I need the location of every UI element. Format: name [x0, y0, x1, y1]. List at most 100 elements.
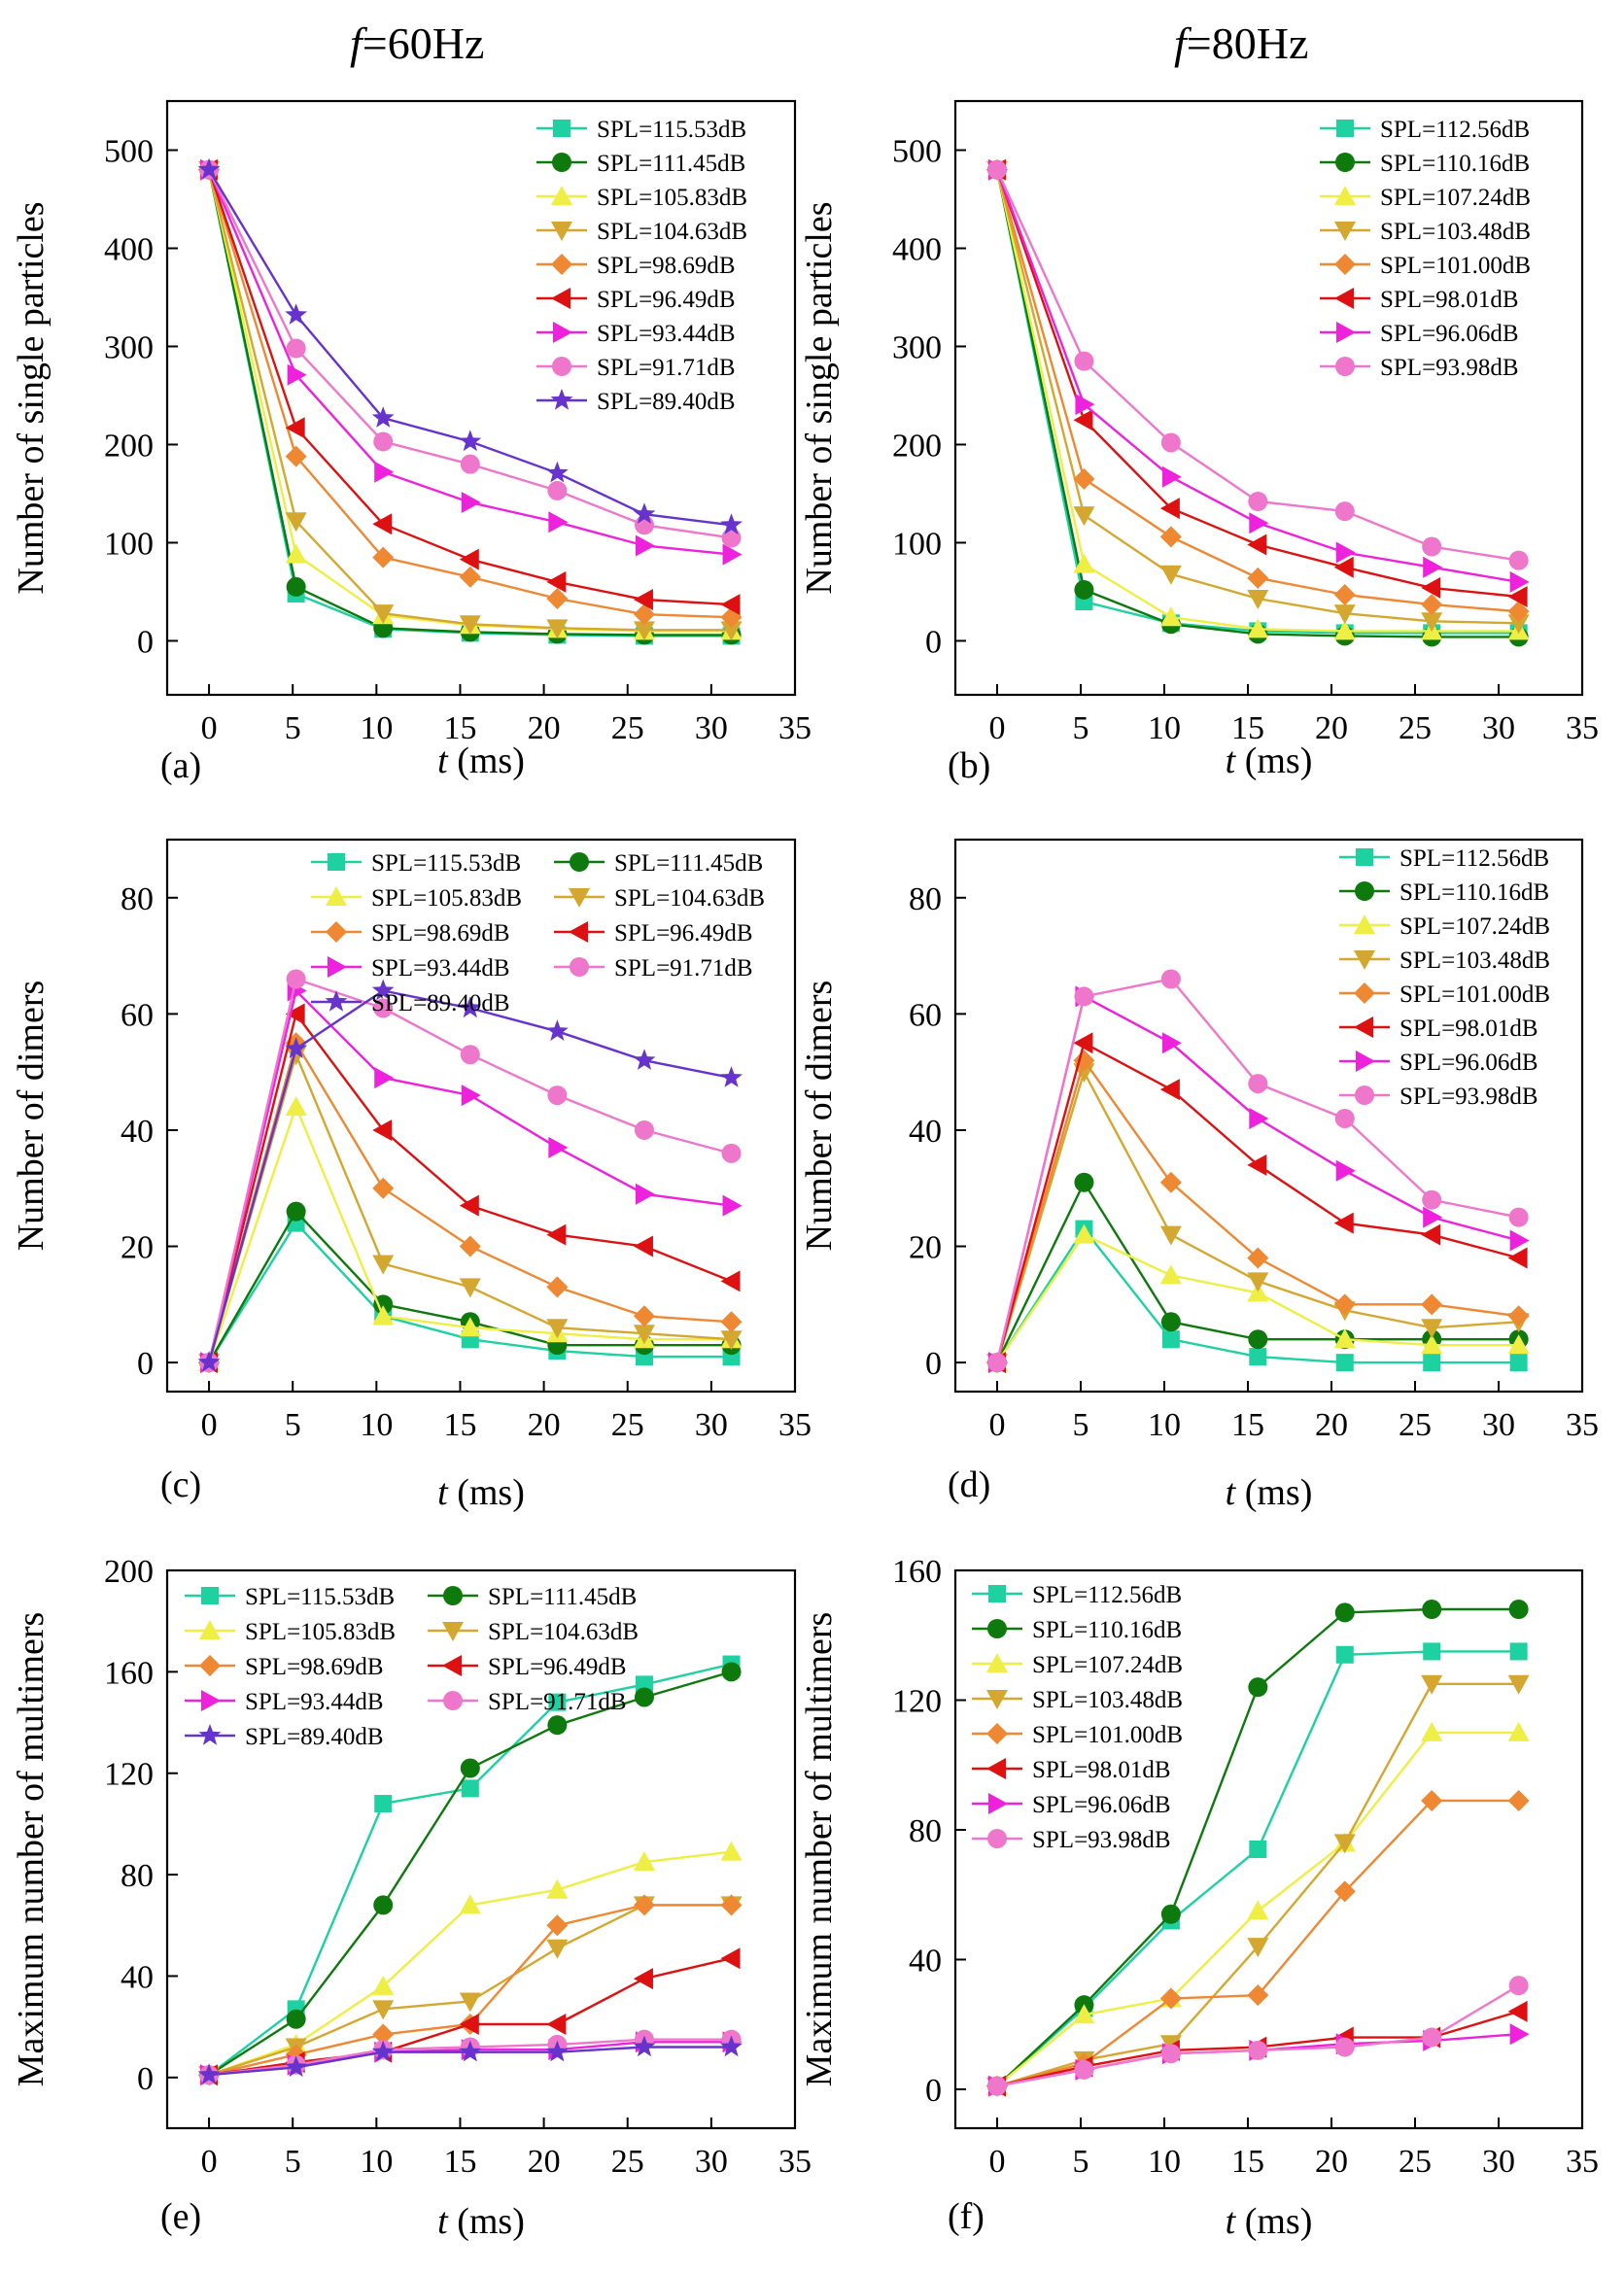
data-point [720, 1894, 743, 1916]
x-tick-label: 10 [360, 1407, 393, 1443]
x-tick-label: 20 [528, 1407, 561, 1443]
data-point [373, 1294, 394, 1315]
data-point [372, 1305, 395, 1326]
data-point [1074, 2059, 1094, 2080]
x-tick-label: 15 [1231, 2144, 1264, 2180]
data-point [1074, 579, 1094, 600]
legend-label: SPL=115.53dB [371, 850, 521, 877]
legend-label: SPL=101.00dB [1399, 982, 1550, 1008]
data-point [1249, 1841, 1267, 1858]
y-tick-label: 300 [104, 329, 154, 365]
y-tick-label: 80 [121, 881, 154, 917]
data-point [197, 2063, 221, 2084]
data-point [1247, 1900, 1269, 1920]
data-point [546, 1276, 569, 1298]
data-point [373, 431, 394, 452]
data-point [1335, 1159, 1356, 1182]
data-point [1507, 1247, 1528, 1269]
x-tick-label: 20 [1315, 2144, 1348, 2180]
data-point [1423, 1354, 1441, 1372]
data-point [286, 969, 306, 989]
data-point [1509, 570, 1530, 593]
y-tick-label: 160 [104, 1655, 154, 1691]
data-point [634, 1119, 654, 1140]
data-point [1161, 1032, 1182, 1054]
legend-marker [442, 1655, 462, 1676]
data-point [372, 1975, 395, 1995]
y-tick-label: 500 [892, 133, 942, 169]
data-point [1333, 1834, 1356, 1854]
data-point [720, 1311, 743, 1333]
legend-label: SPL=93.98dB [1380, 355, 1519, 381]
data-point [459, 1278, 481, 1298]
legend-label: SPL=112.56dB [1380, 117, 1530, 143]
plot-frame [953, 838, 1584, 1394]
legend-marker [552, 153, 571, 172]
legend-marker [551, 254, 572, 275]
legend-marker [986, 1653, 1008, 1672]
data-point [285, 303, 308, 325]
data-point [1507, 1674, 1530, 1695]
legend-marker [1334, 222, 1356, 241]
data-point [1073, 2004, 1095, 2024]
legend-label: SPL=96.06dB [1032, 1792, 1171, 1818]
data-point [721, 1143, 742, 1163]
y-tick-label: 80 [121, 1858, 154, 1894]
data-point [633, 2035, 656, 2057]
x-tick-label: 5 [285, 1407, 301, 1443]
data-point [1159, 1171, 1182, 1193]
x-tick-label: 10 [1148, 710, 1181, 746]
data-point [1248, 1329, 1268, 1350]
data-point [371, 406, 395, 428]
data-point [1249, 1348, 1267, 1366]
data-point [1422, 1600, 1442, 1620]
data-point [1422, 1189, 1442, 1210]
data-point [285, 445, 307, 467]
legend-marker [442, 1622, 464, 1641]
legend-marker [1335, 357, 1355, 376]
chart-panel-f: 0 5 10 15 20 25 30 35 0 40 80 120 160 t (ms) Maximum n… [799, 1554, 1599, 2242]
data-point [1160, 1312, 1181, 1332]
data-point [1507, 1305, 1530, 1327]
data-point [459, 1992, 481, 2013]
data-point [1508, 1600, 1529, 1620]
data-point [286, 576, 306, 597]
data-point [461, 1779, 479, 1798]
data-point [459, 430, 482, 452]
data-point [1247, 1984, 1269, 2007]
chart-panel-a: 0 5 10 15 20 25 30 35 0 100 200 300 400 500 t (ms) Numb… [11, 99, 812, 786]
y-tick-label: 300 [892, 329, 942, 365]
data-point [1247, 567, 1269, 589]
plot-frame [953, 99, 1584, 697]
data-point [372, 2023, 395, 2046]
legend-marker [988, 1793, 1008, 1814]
data-point [372, 1255, 395, 1275]
x-tick-label: 35 [1566, 710, 1599, 746]
legend-label: SPL=98.01dB [1380, 287, 1519, 313]
x-tick-label: 35 [778, 710, 812, 746]
data-point [1421, 594, 1443, 616]
y-tick-label: 160 [892, 1554, 942, 1590]
x-tick-label: 10 [360, 710, 393, 746]
legend-marker [988, 1585, 1006, 1602]
legend-label: SPL=115.53dB [597, 117, 746, 143]
legend-marker [443, 1691, 463, 1710]
data-point [1159, 606, 1182, 627]
data-point [1247, 1938, 1269, 1958]
panel-label: (e) [160, 2196, 201, 2237]
x-tick-label: 15 [443, 1407, 476, 1443]
data-point [1421, 1223, 1441, 1246]
legend-label: SPL=111.45dB [614, 850, 763, 877]
data-point [1333, 620, 1356, 640]
legend-label: SPL=112.56dB [1399, 845, 1549, 872]
x-tick-label: 25 [1399, 1407, 1432, 1443]
data-point [372, 546, 395, 568]
data-point [461, 492, 481, 514]
chart-panel-d: 0 5 10 15 20 25 30 35 0 20 40 60 80 t (ms) Number of d… [799, 838, 1599, 1513]
data-point [1422, 2027, 1442, 2048]
data-point [1160, 432, 1181, 453]
legend-label: SPL=98.01dB [1399, 1016, 1538, 1042]
data-point [722, 543, 743, 566]
data-point [546, 619, 569, 639]
legend-label: SPL=91.71dB [597, 355, 736, 381]
